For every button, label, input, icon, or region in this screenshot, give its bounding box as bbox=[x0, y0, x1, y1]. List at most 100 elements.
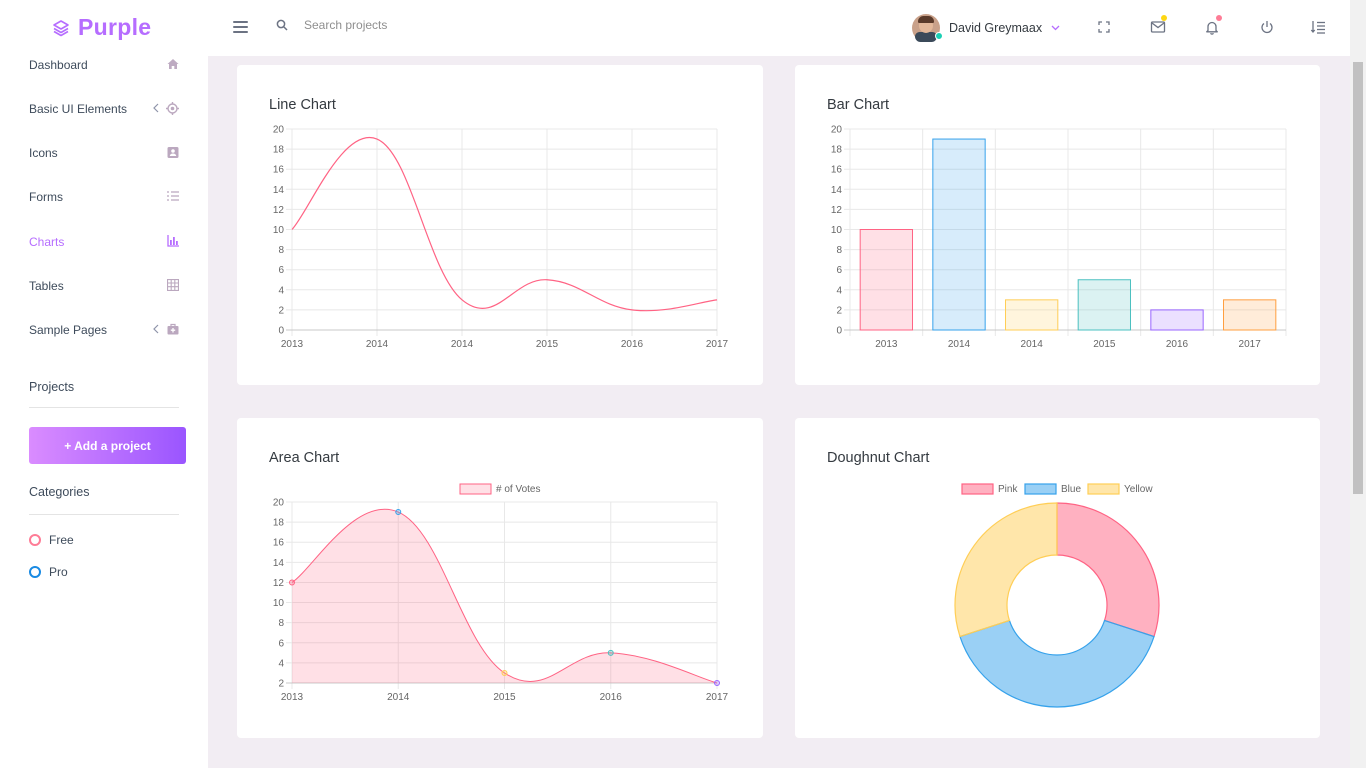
y-tick-label: 8 bbox=[278, 245, 284, 256]
chart-bar-icon bbox=[167, 235, 179, 247]
mail-icon[interactable] bbox=[1150, 19, 1166, 35]
y-tick-label: 20 bbox=[273, 498, 285, 509]
projects-title: Projects bbox=[29, 380, 75, 394]
sidebar-divider bbox=[29, 407, 179, 408]
legend-label: # of Votes bbox=[496, 484, 540, 495]
home-icon bbox=[167, 59, 179, 69]
sidebar-item-label: Dashboard bbox=[29, 58, 88, 72]
line-chart-card: 0 2 4 6 8 10 12 14 16 18 20 2013 2014 2014 2015 2016 201… bbox=[237, 65, 763, 385]
profile-name: David Greymaax bbox=[949, 21, 1043, 35]
bar bbox=[1005, 299, 1059, 331]
circle-outline-icon bbox=[29, 534, 41, 546]
x-tick-label: 2013 bbox=[875, 339, 898, 350]
settings-list-icon[interactable] bbox=[1310, 19, 1326, 35]
medical-bag-icon bbox=[167, 323, 179, 335]
power-icon[interactable] bbox=[1259, 19, 1275, 35]
sidebar-item-sample-pages[interactable]: Sample Pages bbox=[29, 320, 179, 340]
card-title: Doughnut Chart bbox=[827, 450, 930, 466]
sidebar-item-label: Tables bbox=[29, 279, 64, 293]
menu-icon[interactable] bbox=[233, 21, 248, 33]
y-tick-label: 20 bbox=[273, 125, 285, 136]
page-scrollbar[interactable] bbox=[1350, 0, 1366, 768]
bar bbox=[1223, 299, 1277, 331]
y-tick-label: 12 bbox=[273, 578, 285, 589]
sidebar-item-label: Basic UI Elements bbox=[29, 102, 128, 116]
online-status-dot bbox=[935, 32, 943, 40]
legend-swatch bbox=[1024, 483, 1057, 495]
x-tick-label: 2017 bbox=[1239, 339, 1262, 350]
y-tick-label: 0 bbox=[836, 326, 842, 337]
search-input[interactable] bbox=[304, 18, 504, 32]
avatar bbox=[912, 14, 943, 42]
add-project-button[interactable]: + Add a project bbox=[29, 427, 186, 464]
categories-title: Categories bbox=[29, 485, 90, 499]
sidebar-item-label: Forms bbox=[29, 190, 63, 204]
x-tick-label: 2016 bbox=[1166, 339, 1189, 350]
data-point bbox=[289, 579, 295, 586]
y-tick-label: 6 bbox=[278, 265, 284, 276]
category-pro[interactable]: Pro bbox=[29, 565, 68, 579]
x-tick-label: 2016 bbox=[621, 339, 644, 350]
bar bbox=[1150, 309, 1204, 331]
card-title: Line Chart bbox=[269, 97, 336, 113]
x-tick-label: 2014 bbox=[1021, 339, 1044, 350]
line-series bbox=[291, 136, 718, 312]
scrollbar-thumb[interactable] bbox=[1353, 62, 1363, 494]
legend-swatch bbox=[1087, 483, 1120, 495]
sidebar-divider bbox=[29, 514, 179, 515]
bar-chart-card: 0 2 4 6 8 10 12 14 16 18 20 2013 2014 2014 2015 2016 201… bbox=[795, 65, 1320, 385]
mail-notification-dot bbox=[1161, 15, 1167, 21]
card-title: Area Chart bbox=[269, 450, 340, 466]
y-tick-label: 4 bbox=[278, 285, 284, 296]
sidebar-item-forms[interactable]: Forms bbox=[29, 187, 179, 207]
legend-label: Blue bbox=[1061, 484, 1081, 495]
y-tick-label: 16 bbox=[831, 165, 843, 176]
y-tick-label: 18 bbox=[831, 145, 843, 156]
x-tick-label: 2016 bbox=[600, 692, 623, 703]
sidebar-item-basic-ui[interactable]: Basic UI Elements bbox=[29, 99, 179, 119]
x-tick-label: 2013 bbox=[281, 692, 304, 703]
sidebar-item-tables[interactable]: Tables bbox=[29, 276, 179, 296]
layers-icon bbox=[53, 19, 69, 36]
legend-label: Pink bbox=[998, 484, 1018, 495]
x-tick-label: 2014 bbox=[948, 339, 971, 350]
y-tick-label: 18 bbox=[273, 145, 285, 156]
format-list-icon bbox=[167, 191, 179, 201]
data-point bbox=[607, 649, 614, 656]
y-tick-label: 10 bbox=[831, 225, 843, 236]
y-tick-label: 16 bbox=[273, 165, 285, 176]
y-tick-label: 4 bbox=[278, 658, 284, 669]
sidebar-item-charts[interactable]: Charts bbox=[29, 232, 179, 252]
area-chart-card: 2 4 6 8 10 12 14 16 18 20 2013 2014 2015 2016 2017 # of… bbox=[237, 418, 763, 738]
y-tick-label: 12 bbox=[831, 205, 843, 216]
bar bbox=[932, 138, 986, 331]
y-tick-label: 2 bbox=[278, 305, 284, 316]
legend-label: Yellow bbox=[1124, 484, 1153, 495]
profile-dropdown[interactable]: David Greymaax bbox=[912, 14, 1060, 42]
data-point bbox=[714, 680, 720, 686]
doughnut-slice bbox=[959, 619, 1155, 708]
sidebar-item-dashboard[interactable]: Dashboard bbox=[29, 55, 179, 75]
data-point bbox=[501, 669, 508, 676]
y-tick-label: 10 bbox=[273, 598, 285, 609]
line-chart: 0 2 4 6 8 10 12 14 16 18 20 2013 2014 2014 2015 2016 201… bbox=[273, 125, 729, 351]
fullscreen-icon[interactable] bbox=[1096, 19, 1112, 35]
y-tick-label: 20 bbox=[831, 125, 843, 136]
legend-swatch bbox=[961, 483, 994, 495]
sidebar-item-label: Icons bbox=[29, 146, 58, 160]
bell-icon[interactable] bbox=[1204, 19, 1220, 35]
sidebar-item-label: Charts bbox=[29, 235, 65, 249]
sidebar-item-label: Sample Pages bbox=[29, 323, 108, 337]
category-free[interactable]: Free bbox=[29, 533, 74, 547]
sidebar: Dashboard Basic UI Elements Icons Forms … bbox=[0, 56, 208, 768]
bar bbox=[859, 229, 913, 331]
bell-notification-dot bbox=[1216, 15, 1222, 21]
data-point bbox=[395, 509, 402, 516]
area-fill bbox=[292, 509, 717, 683]
chevron-left-icon bbox=[153, 324, 159, 334]
brand-logo[interactable]: Purple bbox=[52, 14, 151, 41]
area-series-line bbox=[291, 508, 718, 684]
sidebar-item-icons[interactable]: Icons bbox=[29, 143, 179, 163]
x-tick-label: 2014 bbox=[387, 692, 410, 703]
bar bbox=[1077, 279, 1131, 331]
